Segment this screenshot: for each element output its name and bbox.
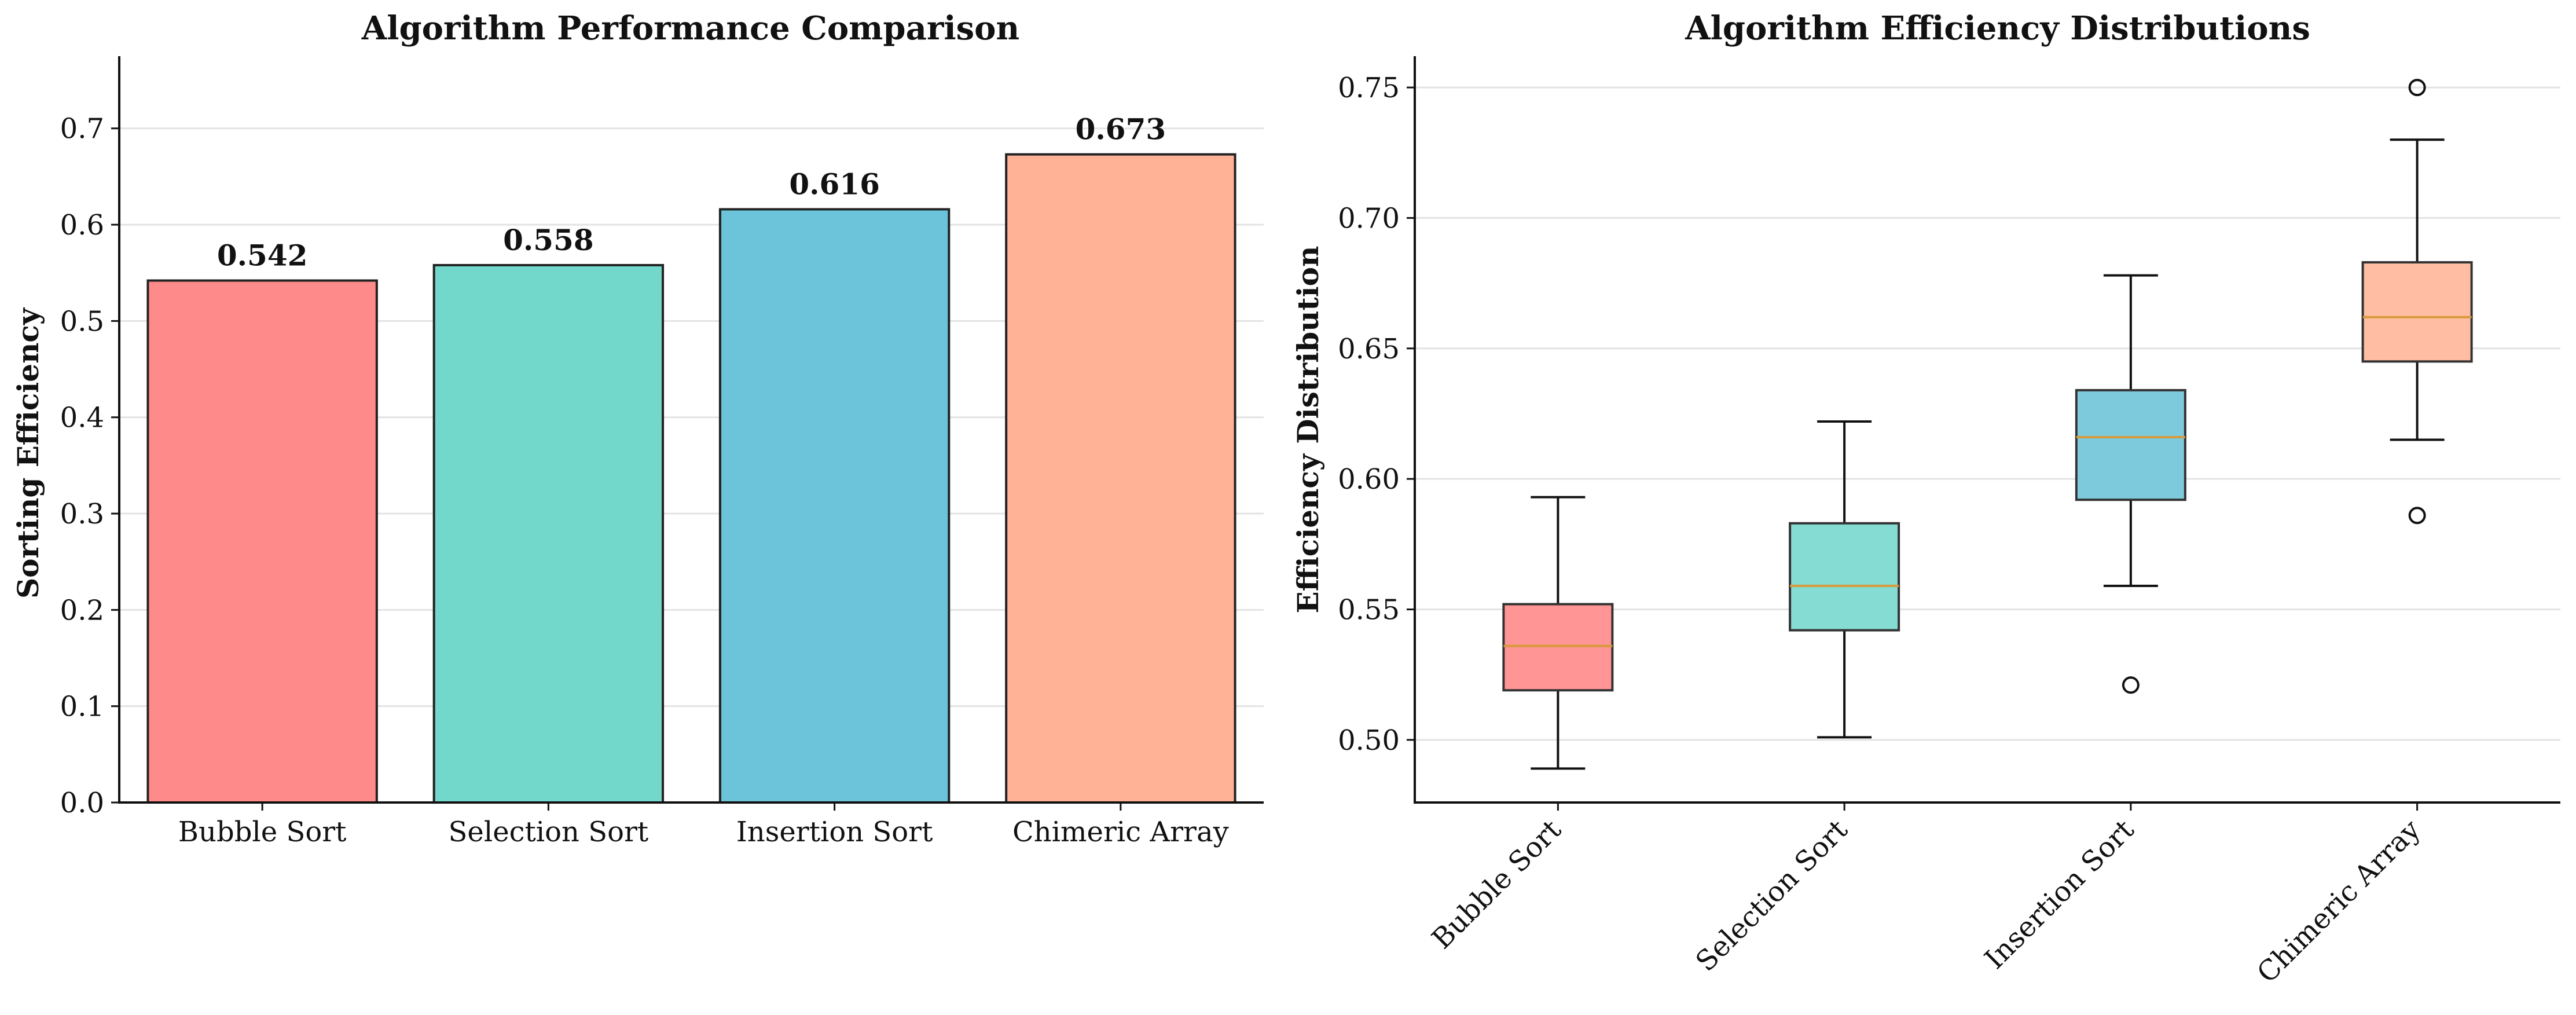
bar-chart-title: Algorithm Performance Comparison	[361, 9, 1020, 47]
box-chart-x-ticks: Bubble Sort Selection Sort Insertion Sort C…	[1426, 803, 2427, 990]
box-chart: Algorithm Efficiency Distributions Effic…	[1291, 9, 2560, 990]
box-outlier	[2408, 79, 2426, 97]
bar-chart-bars	[146, 153, 1236, 804]
bar-chart: Algorithm Performance Comparison Sorting…	[11, 9, 1264, 848]
box-chart-x-tick-label: Insertion Sort	[1979, 814, 2141, 976]
bar-chart-y-tick-label: 0.3	[60, 498, 104, 530]
bar-value-label: 0.673	[1076, 112, 1166, 146]
box-chart-y-tick-label: 0.60	[1338, 463, 1400, 496]
box-chart-x-tick-label: Chimeric Array	[2251, 814, 2427, 990]
bar-chart-y-tick-label: 0.6	[60, 209, 104, 241]
box-plot-item	[1789, 420, 1900, 739]
bar	[432, 263, 665, 804]
bar-chart-y-ticks: 0.0 0.1 0.2 0.3 0.4 0.5 0.6 0.7	[60, 113, 119, 819]
box-outlier	[2122, 676, 2140, 694]
bar-value-label: 0.542	[217, 239, 308, 273]
box-plot-item	[1502, 496, 1614, 770]
box-iqr	[1502, 603, 1614, 692]
box-chart-y-tick-label: 0.65	[1338, 333, 1400, 365]
box-chart-title: Algorithm Efficiency Distributions	[1685, 9, 2310, 47]
bar-chart-value-labels: 0.542 0.558 0.616 0.673	[217, 112, 1166, 273]
bar-chart-x-ticks: Bubble Sort Selection Sort Insertion Sort C…	[178, 803, 1229, 848]
bar	[1005, 153, 1236, 804]
box-chart-y-ticks: 0.50 0.55 0.60 0.65 0.70 0.75	[1338, 72, 1415, 757]
box-chart-y-tick-label: 0.55	[1338, 593, 1400, 626]
box-chart-ylabel: Efficiency Distribution	[1291, 246, 1325, 614]
bar-chart-y-tick-label: 0.7	[60, 113, 104, 145]
bar-chart-y-tick-label: 0.4	[60, 402, 104, 434]
box-outlier	[2408, 507, 2426, 525]
bar-chart-x-tick-label: Insertion Sort	[736, 816, 933, 848]
box-plot-item	[2361, 79, 2473, 525]
bar	[718, 208, 951, 804]
box-iqr	[2075, 389, 2186, 501]
box-plot-item	[2075, 274, 2186, 694]
bar-chart-y-tick-label: 0.1	[60, 691, 104, 723]
box-chart-y-tick-label: 0.75	[1338, 72, 1400, 104]
bar-chart-x-tick-label: Bubble Sort	[178, 816, 347, 848]
bar-chart-y-tick-label: 0.5	[60, 305, 104, 338]
box-chart-boxes	[1502, 79, 2473, 770]
bar-chart-y-tick-label: 0.0	[60, 787, 104, 819]
box-iqr	[2361, 261, 2473, 363]
box-chart-y-tick-label: 0.50	[1338, 724, 1400, 757]
bar-chart-y-tick-label: 0.2	[60, 594, 104, 626]
box-chart-x-tick-label: Selection Sort	[1690, 814, 1854, 978]
box-chart-x-tick-label: Bubble Sort	[1426, 814, 1568, 955]
bar-chart-x-tick-label: Selection Sort	[449, 816, 649, 848]
box-iqr	[1789, 522, 1900, 632]
bar-chart-ylabel: Sorting Efficiency	[11, 307, 45, 599]
box-chart-y-tick-label: 0.70	[1338, 202, 1400, 234]
bar-value-label: 0.616	[789, 167, 880, 201]
bar-chart-x-tick-label: Chimeric Array	[1012, 816, 1229, 848]
bar	[146, 279, 378, 804]
bar-value-label: 0.558	[503, 223, 594, 257]
